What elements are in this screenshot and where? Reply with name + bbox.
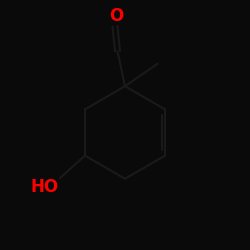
Text: HO: HO	[31, 178, 59, 196]
Text: O: O	[109, 7, 123, 25]
